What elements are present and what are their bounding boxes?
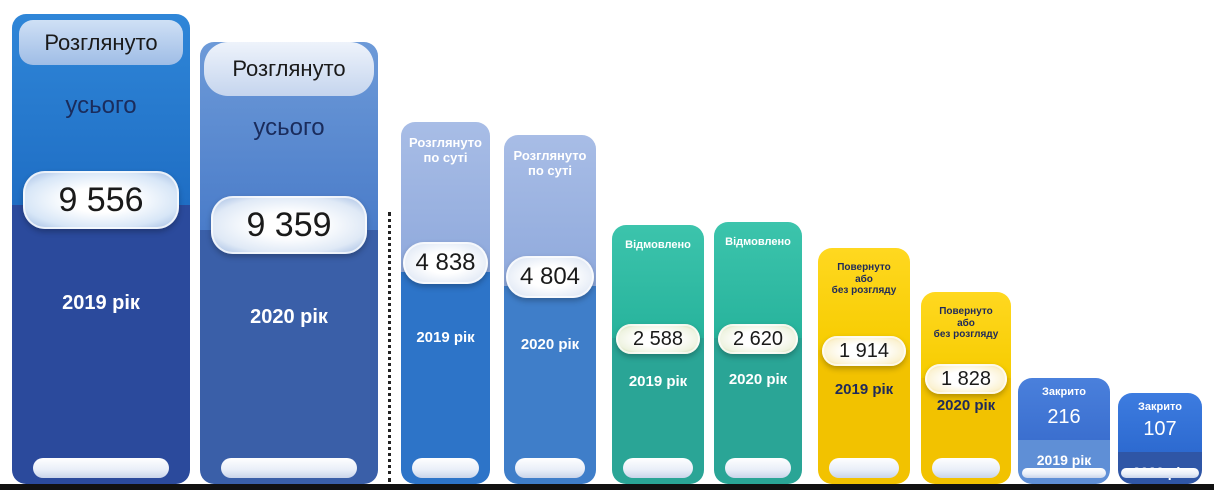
bar-10: Закрито1072020 рік — [1118, 393, 1202, 484]
bar-6: Відмовлено 2 620 2020 рік — [714, 222, 802, 484]
bar-base-highlight — [33, 458, 169, 478]
bar-year-label: 2020 рік — [936, 397, 996, 415]
bar-header-section — [1118, 393, 1202, 452]
bar-base-highlight — [931, 458, 1001, 478]
bar-year-label: 2019 рік — [62, 292, 140, 315]
bar-header-section — [612, 225, 704, 338]
bar-value-label: 9 556 — [22, 171, 180, 229]
bar-header-section — [921, 292, 1011, 378]
bar-value-label: 1 914 — [821, 336, 907, 366]
bar-header-section — [1018, 378, 1110, 440]
bar-5: Відмовлено 2 588 2019 рік — [612, 225, 704, 484]
bar-year-label: 2019 рік — [416, 329, 475, 347]
bar-base-highlight — [623, 458, 693, 478]
bar-header-section — [818, 248, 910, 350]
bar-body-section — [401, 272, 490, 484]
chart-baseline — [0, 484, 1214, 490]
bar-header-label: Відмовлено — [725, 236, 791, 248]
bar-header-label: Розглянуто — [19, 20, 183, 66]
bar-header-label: Повернуто або без розгляду — [933, 306, 999, 340]
bar-value-label: 107 — [1143, 418, 1177, 440]
bar-base-highlight — [829, 458, 899, 478]
bar-header-label: Розглянуто по суті — [409, 135, 482, 165]
bar-8: Повернуто або без розгляду 1 828 2020 рік — [921, 292, 1011, 484]
bar-year-label: 2020 рік — [520, 335, 580, 353]
group-divider — [388, 212, 391, 482]
bar-header-section — [714, 222, 802, 338]
bar-subheader-label: усього — [65, 92, 137, 119]
bar-header-label: Закрито — [1042, 386, 1086, 398]
bar-year-label: 2019 рік — [1036, 452, 1092, 468]
bar-year-label: 2020 рік — [250, 306, 328, 329]
bar-base-highlight — [221, 458, 357, 478]
bar-4: Розглянуто по суті 4 804 2020 рік — [504, 135, 596, 484]
bar-2: Розглянуто усього 9 359 2020 рік — [200, 42, 378, 484]
bar-base-highlight — [1021, 468, 1107, 478]
bar-subheader-label: усього — [253, 114, 325, 141]
bar-9: Закрито 216 2019 рік — [1018, 378, 1110, 484]
bar-1: Розглянуто усього 9 556 2019 рік — [12, 14, 190, 484]
bar-3: Розглянуто по суті 4 838 2019 рік — [401, 122, 490, 484]
bar-value-label: 9 359 — [210, 196, 368, 254]
bar-year-label: 2019 рік — [628, 373, 688, 391]
bar-value-label: 2 620 — [717, 324, 799, 354]
bar-year-label: 2019 рік — [834, 380, 894, 398]
bar-header-label: Повернуто або без розгляду — [831, 262, 897, 296]
bar-header-label: Розглянуто — [203, 42, 375, 96]
bar-header-label: Закрито — [1138, 401, 1182, 413]
bar-body-section — [504, 286, 596, 484]
bar-header-label: Розглянуто по суті — [513, 148, 587, 178]
bar-base-highlight — [1121, 468, 1199, 478]
bar-body-section — [200, 230, 378, 484]
bar-7: Повернуто або без розгляду 1 914 2019 рік — [818, 248, 910, 484]
bar-value-label: 4 804 — [505, 256, 595, 298]
bar-base-highlight — [515, 458, 585, 478]
bar-body-section — [12, 205, 190, 484]
bar-value-label: 4 838 — [402, 242, 489, 284]
bar-header-label: Відмовлено — [625, 239, 691, 251]
bar-base-highlight — [411, 458, 480, 478]
bar-value-label: 2 588 — [615, 324, 701, 354]
bar-value-label: 216 — [1047, 406, 1081, 428]
bar-base-highlight — [724, 458, 792, 478]
bar-year-label: 2020 рік — [728, 371, 788, 389]
bar-value-label: 1 828 — [924, 364, 1008, 394]
